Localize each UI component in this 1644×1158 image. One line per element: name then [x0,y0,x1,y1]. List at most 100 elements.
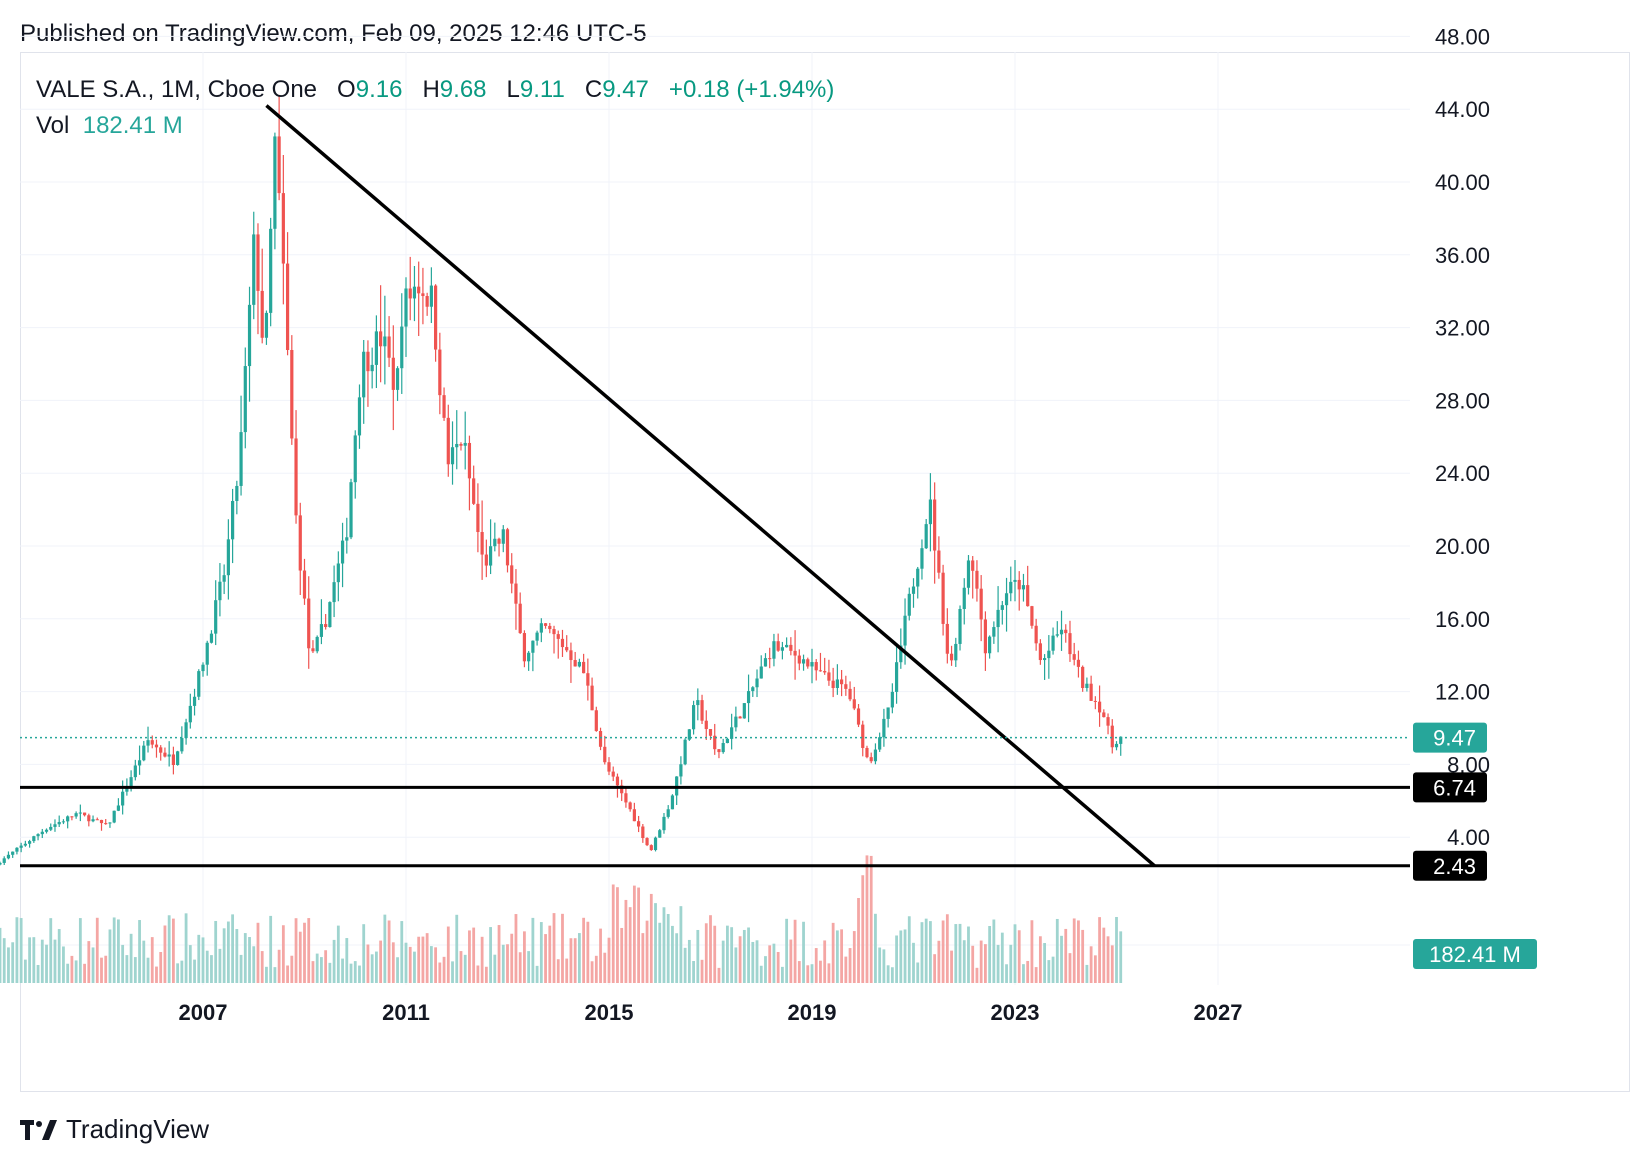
candle-body [1102,712,1106,718]
volume-bar [590,961,594,983]
volume-bar [1064,928,1068,983]
candle-body [362,351,366,398]
candle-body [949,653,954,661]
volume-bar [142,940,146,983]
candle-body [1017,579,1021,590]
volume-bar [49,918,53,983]
candle-body [176,751,180,766]
candle-body [539,623,543,633]
volume-bar [1030,920,1034,983]
volume-bar [671,925,674,983]
candlesticks [0,94,1123,866]
volume-bar [878,947,882,983]
volume-bar [861,875,865,983]
candle-body [374,331,378,365]
candle-body [776,641,780,651]
volume-bar [269,915,273,983]
candle-body [945,623,949,654]
volume-bar [709,915,712,983]
volume-bar [874,913,877,983]
volume-bar [214,920,218,983]
candle-body [239,432,243,486]
candle-body [273,136,277,229]
candle-body [336,563,340,583]
volume-bar [451,961,454,983]
volume-bar [933,954,937,983]
volume-bar [1102,927,1106,983]
symbol-name: VALE S.A., 1M, Cboe One [36,76,318,103]
candle-body [831,680,835,689]
volume-bar [45,944,48,983]
volume-bar [480,936,484,983]
candle-body [214,600,218,634]
volume-bar [1005,964,1008,983]
volume-bar [916,962,920,983]
volume-bar [865,855,869,983]
volume-tag [1413,939,1537,969]
candle-body [649,845,653,851]
volume-bar [336,925,340,983]
tradingview-brand: TradingView [66,1114,210,1144]
volume-bar [1106,936,1110,983]
volume-bar [649,893,653,983]
volume-bar [624,899,628,983]
candle-body [598,731,603,747]
candle-body [23,843,27,846]
candle-body [840,679,844,685]
volume-bar [434,947,438,983]
volume-bar [975,967,979,983]
candle-body [548,625,552,630]
footer[interactable]: TradingView [20,1114,209,1145]
candle-body [882,718,886,738]
volume-bar [370,954,374,983]
volume-bar [429,946,433,983]
volume-bar [171,918,175,983]
candle-body [1085,683,1089,688]
candle-body [966,560,971,588]
volume-bar [789,939,793,983]
candle-body [505,529,510,566]
volume-bar [937,940,941,983]
volume-bar [298,931,302,983]
volume-bar [962,940,966,983]
volume-bar [379,940,383,983]
candle-body [713,735,717,750]
volume-bar [895,935,898,983]
volume-bar [256,922,260,983]
candle-body [1004,593,1009,606]
candle-body [1110,725,1114,748]
volume-bar [506,944,509,983]
candle-body [827,672,831,681]
volume-bar [138,920,141,983]
volume-bar [146,957,150,983]
candle-body [920,548,924,569]
candle-body [104,823,108,825]
volume-bar [907,916,911,983]
volume-bar [958,923,962,983]
candle-body [311,648,315,652]
volume-bar [620,927,624,983]
candle-body [983,619,987,654]
volume-bar [400,921,404,983]
candle-body [818,670,823,672]
candle-body [324,624,328,628]
candle-body [1097,701,1102,713]
candle-body [1114,743,1119,748]
volume-bar [167,915,171,983]
volume-bar [374,951,378,983]
candle-body [180,738,184,752]
candle-body [87,815,91,822]
volume-bar [463,954,467,983]
candle-body [231,500,235,540]
candle-body [463,442,467,446]
volume-bar [383,914,387,983]
volume-bar [531,917,535,983]
volume-bar [869,855,873,983]
volume-bar [903,929,907,983]
volume-bar [484,966,488,983]
candle-body [573,660,577,667]
volume-bar [281,925,285,983]
candle-body [353,435,357,483]
volume-bar [924,918,928,983]
